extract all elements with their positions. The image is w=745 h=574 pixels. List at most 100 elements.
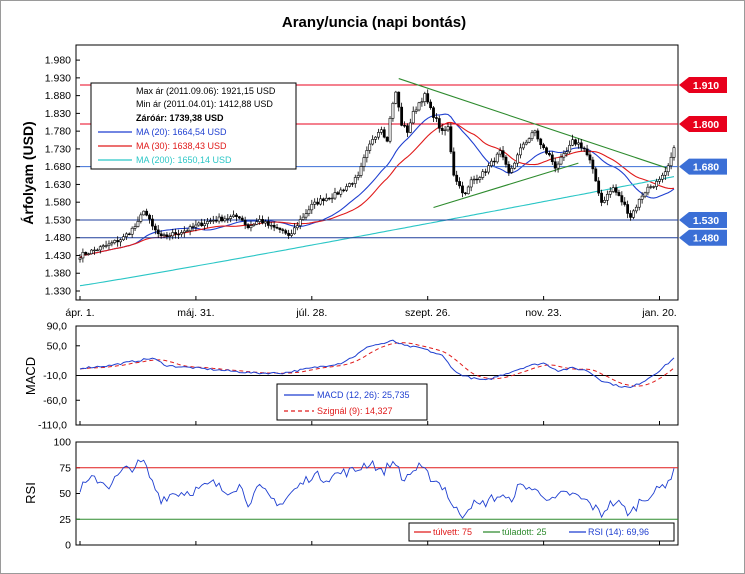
candle-body	[374, 136, 377, 140]
candle-body	[162, 234, 166, 236]
candle-body	[298, 219, 302, 226]
candle-body	[206, 221, 209, 225]
candle-body	[319, 198, 322, 205]
candle-body	[362, 157, 366, 167]
candle-body	[284, 230, 288, 234]
candle-body	[81, 252, 85, 259]
candle-body	[278, 227, 282, 230]
candle-body	[310, 203, 314, 211]
price-ytick-label: 1.780	[45, 126, 71, 138]
candle-body	[663, 171, 667, 176]
candle-body	[385, 136, 389, 142]
candle-body	[571, 139, 574, 146]
candle-body	[452, 151, 456, 176]
candle-body	[327, 197, 331, 200]
legend-close: Záróár: 1739,38 USD	[136, 113, 224, 123]
candle-body	[177, 233, 180, 236]
candle-body	[229, 216, 233, 219]
candle-body	[142, 210, 146, 216]
candle-body	[553, 161, 557, 169]
rsi-ylabel: RSI	[23, 482, 38, 504]
candle-body	[261, 219, 264, 224]
candle-body	[78, 257, 82, 260]
candle-body	[582, 147, 586, 150]
rsi-ytick-label: 25	[59, 514, 71, 526]
candle-body	[510, 167, 514, 173]
candle-body	[545, 147, 548, 154]
candle-body	[90, 249, 93, 255]
candle-body	[597, 180, 601, 194]
level-tag-label: 1.480	[693, 233, 719, 245]
candle-body	[342, 189, 346, 192]
legend-ma30: MA (30): 1638,43 USD	[136, 141, 227, 151]
candle-body	[414, 109, 418, 112]
candle-body	[107, 243, 111, 246]
candle-body	[307, 209, 311, 214]
macd-legend: MACD (12, 26): 25,735 Szignál (9): 14,32…	[276, 383, 428, 421]
candle-body	[130, 227, 134, 235]
price-ytick-label: 1.980	[45, 55, 71, 67]
legend-ma200: MA (200): 1650,14 USD	[136, 155, 232, 165]
candle-body	[110, 242, 114, 245]
candle-body	[217, 216, 221, 222]
candle-body	[655, 180, 659, 187]
candle-body	[458, 181, 461, 187]
candle-body	[84, 252, 88, 255]
candle-body	[472, 178, 476, 181]
candle-body	[507, 164, 511, 173]
candle-body	[449, 126, 453, 153]
candle-body	[417, 102, 421, 111]
candle-body	[626, 204, 630, 214]
candle-body	[281, 229, 285, 231]
ma20-line	[79, 113, 675, 259]
candle-body	[304, 213, 308, 218]
candle-body	[666, 165, 670, 173]
candle-body	[211, 220, 215, 222]
candle-body	[382, 129, 386, 138]
overbought-legend-label: túlvett: 75	[433, 527, 472, 537]
candle-body	[388, 117, 392, 142]
price-ytick-label: 1.380	[45, 268, 71, 280]
candle-body	[87, 253, 91, 255]
candle-body	[246, 224, 250, 229]
candle-body	[466, 186, 470, 195]
candle-body	[600, 192, 603, 203]
candle-body	[432, 107, 435, 118]
price-ytick-label: 1.680	[45, 161, 71, 173]
candle-body	[171, 232, 175, 237]
ma200-line	[79, 176, 675, 287]
candle-body	[145, 210, 149, 216]
price-ytick-label: 1.630	[45, 179, 71, 191]
candle-body	[119, 239, 122, 243]
legend-ma20: MA (20): 1664,54 USD	[136, 127, 227, 137]
candle-body	[550, 154, 554, 163]
candle-body	[214, 220, 218, 222]
candle-body	[591, 159, 595, 170]
candle-body	[275, 226, 279, 229]
candle-body	[629, 213, 632, 218]
candle-body	[649, 186, 653, 188]
oversold-legend-label: túladott: 25	[502, 527, 547, 537]
rsi-legend-label: RSI (14): 69,96	[588, 527, 649, 537]
candle-body	[226, 218, 230, 220]
candle-body	[336, 192, 340, 195]
trend-line-upper	[398, 78, 669, 169]
candle-body	[605, 193, 609, 201]
candle-body	[588, 154, 592, 161]
candle-body	[669, 156, 673, 167]
candle-body	[574, 139, 577, 145]
level-tag	[679, 116, 727, 133]
candle-body	[661, 174, 664, 180]
candle-body	[240, 217, 244, 221]
candle-body	[461, 185, 464, 194]
candle-body	[640, 195, 644, 200]
xtick-label: ápr. 1.	[65, 307, 94, 319]
candle-body	[316, 201, 320, 205]
candle-body	[400, 106, 404, 126]
candle-body	[568, 144, 572, 153]
macd-ytick-label: 50,0	[47, 340, 68, 352]
candle-body	[617, 192, 621, 196]
candle-body	[321, 198, 325, 202]
candle-body	[530, 132, 534, 140]
candle-body	[133, 226, 137, 229]
